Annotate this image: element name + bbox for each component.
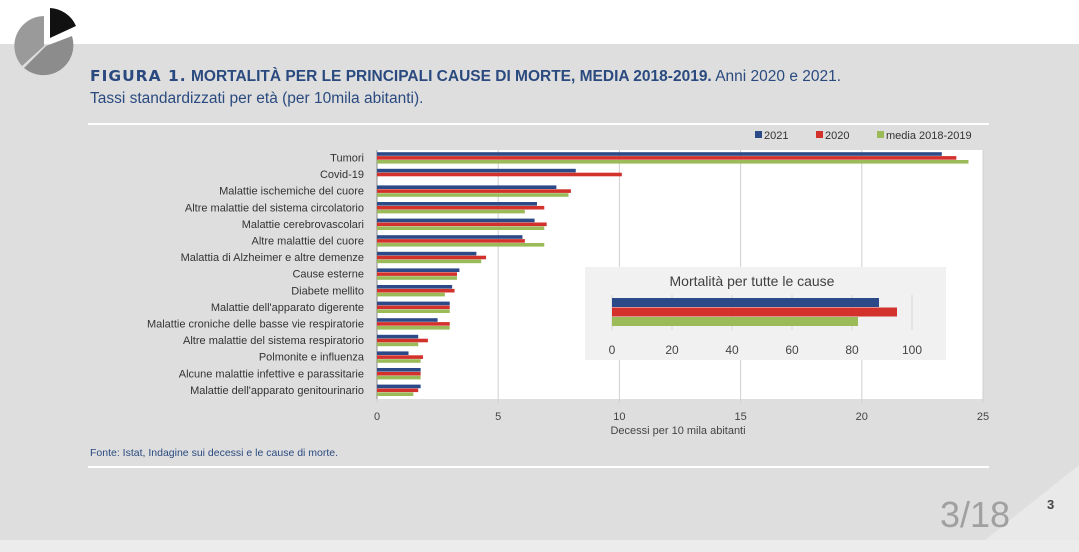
bar-media-2018-2019 xyxy=(377,209,525,214)
inset-tick-label: 80 xyxy=(845,343,859,357)
inset-bar-media-2018-2019 xyxy=(612,317,858,326)
page-number: 3/18 xyxy=(940,494,1011,535)
legend-label: 2021 xyxy=(764,130,788,142)
bar-2020 xyxy=(377,255,487,260)
bar-media-2018-2019 xyxy=(377,160,969,164)
bar-2021 xyxy=(377,318,438,322)
bar-media-2018-2019 xyxy=(377,326,450,330)
bar-2020 xyxy=(377,272,457,276)
category-label: Polmonite e influenza xyxy=(259,352,365,364)
inset-tick-label: 0 xyxy=(609,343,616,357)
legend-label: 2020 xyxy=(825,130,849,142)
legend-swatch xyxy=(755,131,762,138)
category-label: Altre malattie del sistema respiratorio xyxy=(183,335,364,347)
slide-footer-band xyxy=(0,540,1079,552)
figure-title-rest: Anni 2020 e 2021. xyxy=(715,68,842,85)
x-tick-label: 25 xyxy=(977,411,989,423)
pie-logo-icon xyxy=(14,8,76,76)
inset-bar-2021 xyxy=(612,298,879,307)
category-label: Malattie dell'apparato genitourinario xyxy=(190,385,364,397)
bar-media-2018-2019 xyxy=(377,309,450,313)
inset-title: Mortalità per tutte le cause xyxy=(670,273,835,289)
inset-tick-label: 100 xyxy=(902,343,922,357)
bar-media-2018-2019 xyxy=(377,259,482,264)
category-label: Malattia di Alzheimer e altre demenze xyxy=(181,252,364,264)
category-label: Malattie ischemiche del cuore xyxy=(219,186,364,198)
x-tick-label: 0 xyxy=(374,411,380,423)
bar-2021 xyxy=(377,251,477,256)
bar-2020 xyxy=(377,338,428,343)
inset-tick-label: 20 xyxy=(665,343,679,357)
bar-2020 xyxy=(377,322,450,326)
bar-media-2018-2019 xyxy=(377,193,569,197)
bar-2020 xyxy=(377,156,957,160)
bar-media-2018-2019 xyxy=(377,342,419,347)
category-label: Tumori xyxy=(330,153,364,165)
bar-2021 xyxy=(377,368,421,372)
bar-2020 xyxy=(377,388,419,393)
title-divider xyxy=(88,123,989,125)
bar-2020 xyxy=(377,205,545,210)
bar-media-2018-2019 xyxy=(377,359,421,363)
bar-2020 xyxy=(377,305,450,310)
slide-header-band xyxy=(0,0,1079,44)
category-label: Diabete mellito xyxy=(291,285,364,297)
bar-2020 xyxy=(377,222,547,227)
category-label: Cause esterne xyxy=(292,269,364,281)
bar-2021 xyxy=(377,185,557,189)
bar-2020 xyxy=(377,371,421,376)
figure-title-bold: MORTALITÀ PER LE PRINCIPALI CAUSE DI MOR… xyxy=(190,68,712,85)
bar-2021 xyxy=(377,152,942,156)
bar-2021 xyxy=(377,285,453,289)
slide-number: 3 xyxy=(1047,497,1055,512)
x-tick-label: 5 xyxy=(495,411,501,423)
x-axis-title: Decessi per 10 mila abitanti xyxy=(610,425,745,437)
category-label: Malattie croniche delle basse vie respir… xyxy=(147,319,364,331)
legend-swatch xyxy=(816,131,823,138)
x-tick-label: 10 xyxy=(613,411,625,423)
bar-2020 xyxy=(377,355,424,359)
category-label: Malattie cerebrovascolari xyxy=(242,219,364,231)
bar-2021 xyxy=(377,268,460,272)
category-label: Alcune malattie infettive e parassitarie xyxy=(179,368,364,380)
category-label: Covid-19 xyxy=(320,169,364,181)
inset-tick-label: 60 xyxy=(785,343,799,357)
bar-2020 xyxy=(377,189,571,193)
x-tick-label: 20 xyxy=(856,411,868,423)
bar-media-2018-2019 xyxy=(377,375,421,380)
bar-2021 xyxy=(377,384,421,389)
bar-media-2018-2019 xyxy=(377,243,545,247)
x-tick-label: 15 xyxy=(734,411,746,423)
source-note: Fonte: Istat, Indagine sui decessi e le … xyxy=(90,447,339,459)
legend-swatch xyxy=(877,131,884,138)
bar-2020 xyxy=(377,172,622,177)
inset-bar-2020 xyxy=(612,307,897,317)
bar-2021 xyxy=(377,301,450,306)
bar-2021 xyxy=(377,218,535,223)
category-label: Altre malattie del sistema circolatorio xyxy=(185,202,364,214)
source-divider xyxy=(88,466,989,468)
figure-subtitle: Tassi standardizzati per età (per 10mila… xyxy=(90,90,424,107)
category-label: Altre malattie del cuore xyxy=(252,236,365,248)
figure-label: FIGURA 1. xyxy=(90,67,187,85)
bar-2020 xyxy=(377,239,525,243)
bar-2021 xyxy=(377,334,419,339)
legend-label: media 2018-2019 xyxy=(886,130,972,142)
inset-tick-label: 40 xyxy=(725,343,739,357)
bar-2021 xyxy=(377,235,523,239)
bar-2021 xyxy=(377,168,576,173)
bar-2021 xyxy=(377,351,409,355)
figure-title: FIGURA 1. MORTALITÀ PER LE PRINCIPALI CA… xyxy=(90,65,990,110)
bar-2021 xyxy=(377,202,537,206)
bar-media-2018-2019 xyxy=(377,292,445,297)
category-label: Malattie dell'apparato digerente xyxy=(211,302,364,314)
bar-2020 xyxy=(377,288,455,293)
bar-media-2018-2019 xyxy=(377,276,457,280)
bar-media-2018-2019 xyxy=(377,226,545,230)
bar-media-2018-2019 xyxy=(377,392,414,396)
